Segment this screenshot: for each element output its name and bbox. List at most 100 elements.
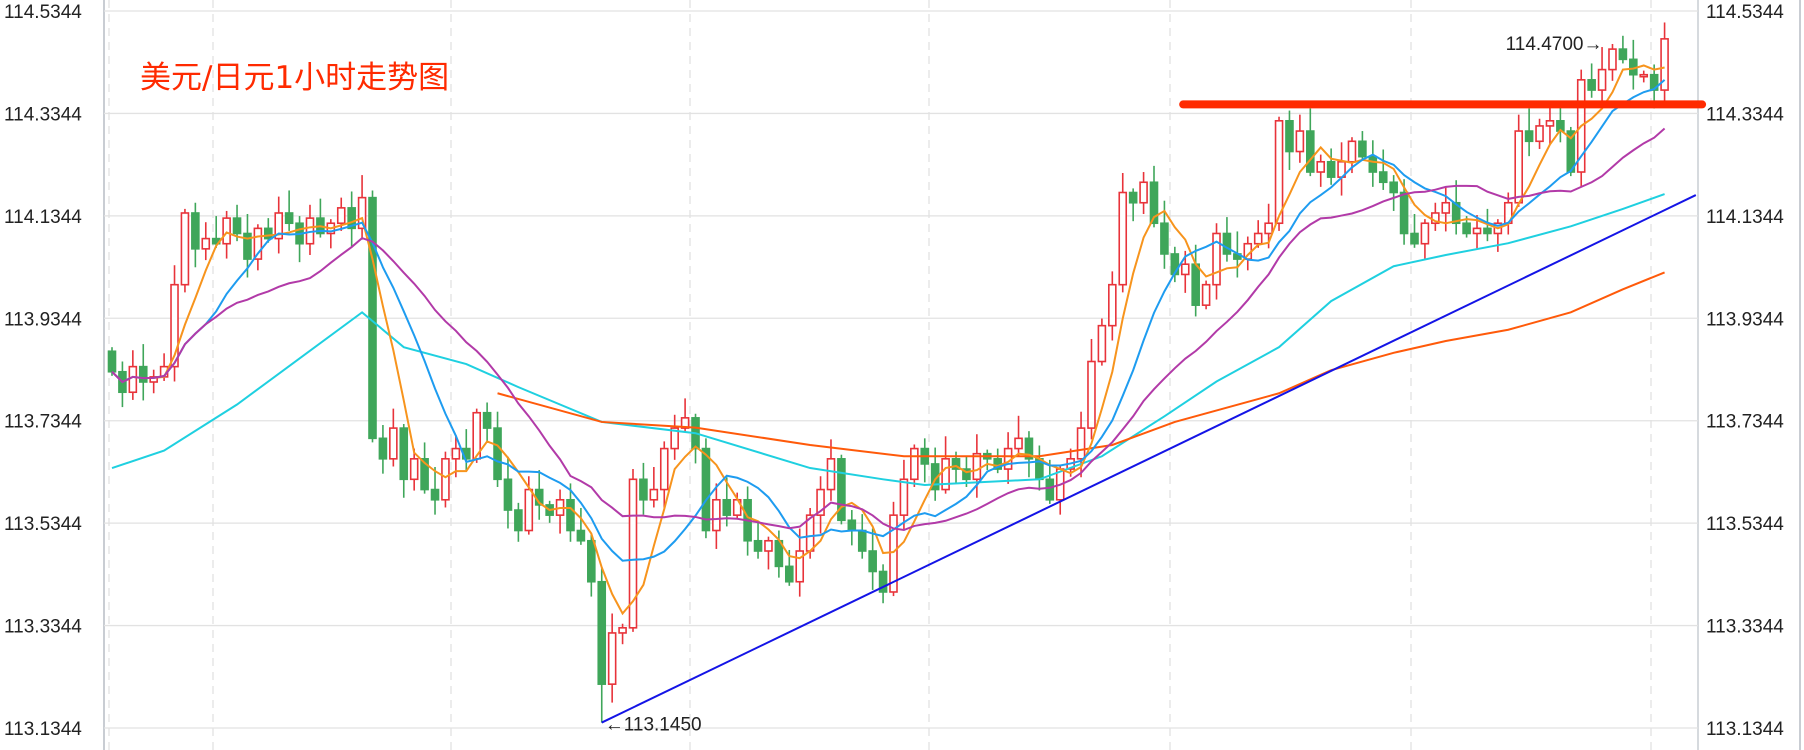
candle-body: [1597, 68, 1607, 91]
candle-body: [649, 488, 659, 501]
candle: [493, 411, 502, 487]
candle-body: [941, 458, 950, 491]
candle: [1201, 280, 1211, 310]
candle-body: [107, 350, 117, 373]
candle-body: [712, 498, 721, 532]
candle-body: [1139, 181, 1148, 204]
candle-body: [597, 580, 607, 685]
candle: [420, 442, 429, 494]
candle: [649, 467, 659, 508]
y-tick-label-right: 113.1344: [1706, 719, 1784, 740]
candle: [368, 190, 377, 443]
candle: [357, 175, 367, 240]
candle-body: [1264, 222, 1273, 235]
y-tick-label-right: 113.5344: [1706, 514, 1784, 535]
candle-body: [659, 447, 669, 491]
candle-body: [1326, 160, 1336, 178]
candle-body: [607, 632, 617, 685]
candle: [232, 204, 242, 242]
candle: [1597, 47, 1607, 109]
y-tick-label-left: 114.5344: [4, 2, 82, 23]
candle-body: [1441, 201, 1451, 214]
candle-body: [1660, 38, 1669, 91]
candle: [1326, 148, 1336, 185]
candle-body: [482, 411, 492, 429]
candle: [1087, 338, 1096, 440]
candle-body: [1368, 155, 1378, 173]
candle-body: [253, 227, 263, 260]
candle: [503, 456, 513, 529]
candle-body: [357, 196, 367, 230]
candle-body: [587, 539, 596, 583]
candle-body: [1524, 130, 1534, 143]
candle-body: [138, 365, 148, 383]
candle: [1118, 173, 1128, 293]
candle-body: [1483, 227, 1492, 235]
candle: [1587, 63, 1596, 98]
candle-body: [1097, 324, 1107, 363]
candle-body: [1316, 160, 1326, 173]
candle-body: [628, 478, 638, 629]
candle: [1035, 445, 1044, 491]
candle: [1306, 108, 1315, 177]
candle: [639, 462, 648, 515]
candle-body: [1128, 191, 1138, 204]
candle: [1285, 110, 1294, 170]
candle: [1128, 188, 1138, 222]
candle-body: [274, 212, 284, 240]
candle-body: [1618, 48, 1628, 61]
candle-body: [420, 458, 429, 491]
candle: [628, 469, 638, 632]
annotation-low-label: ←113.1450: [605, 715, 702, 736]
candle-body: [680, 417, 690, 429]
y-tick-label-left: 113.9344: [4, 309, 82, 330]
candle-body: [1358, 140, 1367, 158]
candle-body: [1285, 120, 1294, 153]
candle: [545, 500, 554, 523]
candle-body: [1306, 130, 1315, 173]
candle-body: [222, 217, 231, 245]
candle-body: [1399, 191, 1409, 235]
candle: [878, 564, 888, 604]
candle: [576, 507, 586, 545]
candle-body: [962, 468, 971, 481]
candle: [1535, 118, 1544, 149]
candle-body: [378, 437, 388, 460]
candle: [514, 502, 523, 542]
candle-body: [1201, 283, 1211, 306]
candle-body: [1295, 130, 1305, 153]
candle-body: [889, 514, 898, 593]
candle-body: [409, 458, 419, 481]
candle-body: [837, 458, 846, 522]
candle: [1274, 116, 1284, 231]
candle: [399, 423, 409, 498]
candle-body: [1410, 232, 1419, 245]
y-tick-label-left: 113.7344: [4, 412, 82, 433]
candle-body: [232, 217, 242, 235]
ma-line-ma-long-2: [497, 271, 1665, 458]
candle-body: [857, 529, 867, 552]
candle-body: [1420, 222, 1430, 245]
candle: [1389, 175, 1398, 211]
candle: [826, 439, 836, 501]
candle: [1295, 114, 1305, 163]
candle-body: [347, 207, 356, 230]
candle-body: [493, 427, 502, 481]
candle-body: [1149, 181, 1159, 225]
candle: [347, 191, 356, 247]
candle-body: [1160, 222, 1169, 255]
y-tick-label-right: 113.3344: [1706, 617, 1784, 638]
candle-body: [1076, 427, 1086, 460]
candle: [191, 202, 200, 268]
candle-body: [389, 427, 398, 460]
candle: [993, 448, 1003, 474]
candle-body: [430, 488, 440, 501]
y-tick-label-left: 113.3344: [4, 617, 82, 638]
candle: [972, 434, 982, 498]
candle: [1399, 179, 1409, 245]
candle: [295, 216, 304, 263]
candle: [1441, 186, 1451, 232]
candle-body: [878, 570, 888, 593]
candle: [555, 489, 565, 534]
candle: [1514, 114, 1523, 207]
